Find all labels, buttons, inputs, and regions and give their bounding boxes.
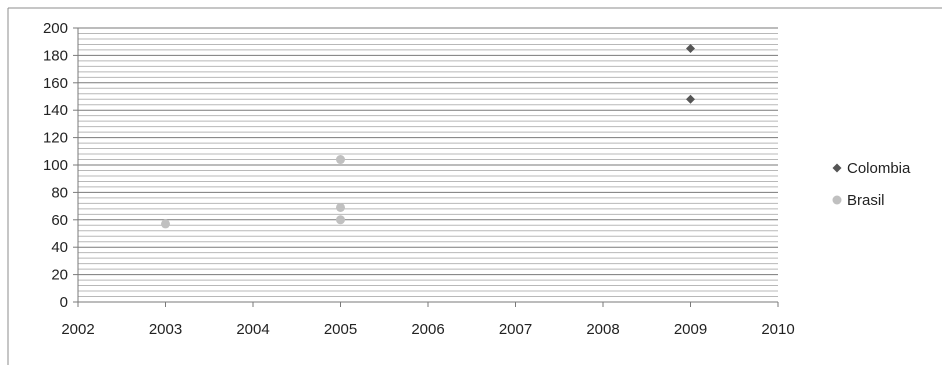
y-tick-label: 80 [51,184,68,201]
x-tick-label: 2008 [586,321,619,338]
y-tick-label: 60 [51,212,68,229]
y-tick-label: 40 [51,239,68,256]
x-tick-label: 2004 [236,321,269,338]
x-tick-label: 2009 [674,321,707,338]
legend-item-colombia: Colombia [832,160,911,177]
y-tick-label: 0 [60,294,68,311]
major-gridlines [78,27,778,276]
legend-item-brasil: Brasil [832,192,885,209]
y-tick-label: 100 [43,157,68,174]
y-tick-label: 140 [43,102,68,119]
x-tick-label: 2003 [149,321,182,338]
minor-gridlines [78,32,778,298]
y-tick-label: 200 [43,20,68,37]
data-point-brasil [161,219,170,229]
chart-border [7,7,942,365]
data-markers [161,44,695,229]
x-tick-label: 2007 [499,321,532,338]
data-point-brasil [336,215,345,225]
x-tick-label: 2006 [411,321,444,338]
data-point-brasil [336,202,345,212]
x-tick-label: 2005 [324,321,357,338]
y-tick-label: 20 [51,267,68,284]
legend-label-brasil: Brasil [847,192,885,209]
y-tick-label: 180 [43,47,68,64]
y-tick-label: 120 [43,130,68,147]
y-tick-label: 160 [43,75,68,92]
legend-marker-colombia [832,163,842,173]
data-point-colombia [686,44,695,54]
legend: Colombia Brasil [832,160,911,209]
data-point-colombia [686,94,695,104]
x-tick-label: 2010 [761,321,794,338]
axes [73,27,779,307]
data-point-brasil [336,155,345,165]
legend-marker-brasil [832,195,842,205]
x-axis-tick-labels: 2002 2003 2004 2005 2006 2007 2008 2009 2010 [61,321,794,338]
plot-area: 0 20 40 60 80 100 120 140 160 180 200 2002 2003 2004… [43,20,795,338]
legend-label-colombia: Colombia [847,160,911,177]
x-tick-label: 2002 [61,321,94,338]
y-axis-tick-labels: 0 20 40 60 80 100 120 140 160 180 200 [43,20,68,311]
